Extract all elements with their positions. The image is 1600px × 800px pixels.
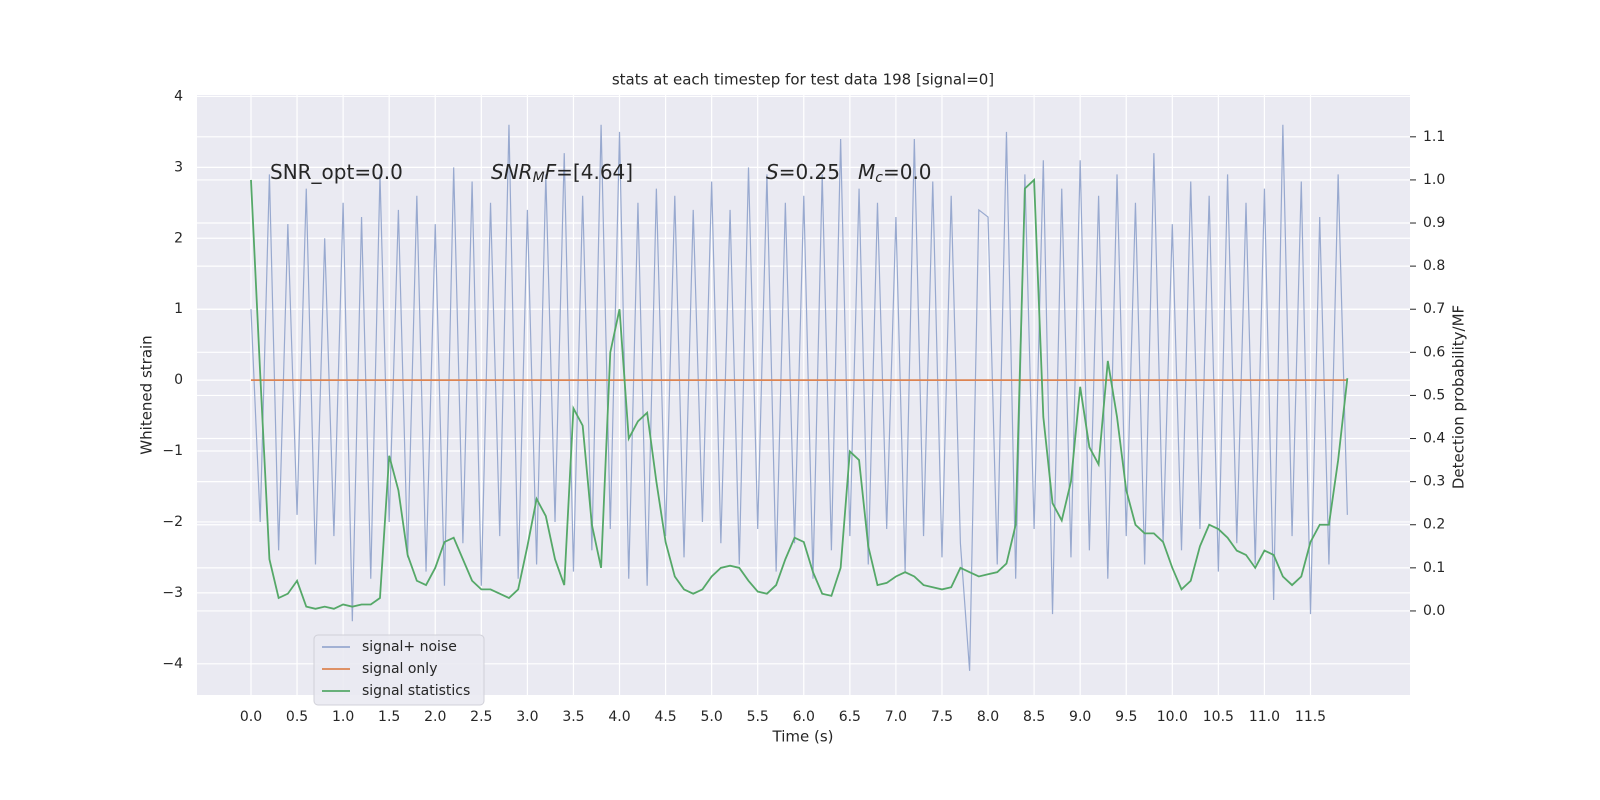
y-tick-label: 0 bbox=[174, 372, 183, 388]
x-tick-label: 8.5 bbox=[1023, 709, 1045, 725]
y2-tick-label: 0.7 bbox=[1423, 301, 1445, 317]
y-tick-label: 2 bbox=[174, 230, 183, 246]
annotation-part: SNR bbox=[491, 160, 533, 184]
x-tick-label: 0.0 bbox=[240, 709, 262, 725]
legend-box bbox=[313, 634, 485, 706]
annotation-part: =0.0 bbox=[883, 160, 932, 184]
y2-tick-label: 0.2 bbox=[1423, 517, 1445, 533]
labels: 0.0 0.5 1.0 1.5 2.0 2.5 3.0 3.5 4.0 4.5 5.0 5.5 6.0 6… bbox=[162, 88, 1445, 725]
annotation-part: =[4.64] bbox=[556, 160, 633, 184]
y-axis-label: Whitened strain bbox=[138, 335, 156, 454]
x-tick-label: 2.0 bbox=[424, 709, 446, 725]
annotation-part: SNR_opt=0.0 bbox=[270, 160, 403, 184]
y2-tick-label: 1.1 bbox=[1423, 129, 1445, 145]
x-tick-label: 9.0 bbox=[1069, 709, 1091, 725]
series-line bbox=[250, 124, 1348, 671]
x-tick-label: 4.5 bbox=[654, 709, 676, 725]
y2-tick-label: 0.8 bbox=[1423, 258, 1445, 274]
y2-tick-label: 0.3 bbox=[1423, 474, 1445, 490]
y-tick-label: −3 bbox=[162, 585, 183, 601]
series-line bbox=[250, 177, 1349, 610]
x-tick-label: 3.5 bbox=[562, 709, 584, 725]
x-tick-label: 11.0 bbox=[1249, 709, 1280, 725]
annotation: Mc=0.0 bbox=[858, 160, 932, 187]
x-tick-label: 7.5 bbox=[931, 709, 953, 725]
y2-tick-label: 1.0 bbox=[1423, 172, 1445, 188]
y2-tick-label: 0.6 bbox=[1423, 344, 1445, 360]
marks bbox=[250, 124, 1349, 671]
annotation: S=0.25 bbox=[766, 160, 840, 184]
annotation-part: S bbox=[766, 160, 779, 184]
annotation-part: F bbox=[545, 160, 557, 184]
y-tick-label: −2 bbox=[162, 514, 183, 530]
annotation: SNR_opt=0.0 bbox=[270, 160, 403, 184]
x-tick-label: 7.0 bbox=[885, 709, 907, 725]
x-axis-label: Time (s) bbox=[772, 728, 834, 746]
x-tick-label: 3.0 bbox=[516, 709, 538, 725]
annotation: SNRMF=[4.64] bbox=[491, 160, 633, 187]
legend-label: signal statistics bbox=[362, 683, 470, 699]
x-tick-label: 10.5 bbox=[1203, 709, 1234, 725]
x-tick-label: 0.5 bbox=[286, 709, 308, 725]
chart-title: stats at each timestep for test data 198… bbox=[612, 71, 994, 89]
x-tick-label: 10.0 bbox=[1157, 709, 1188, 725]
y2-axis-label: Detection probability/MF bbox=[1450, 305, 1468, 489]
legend-label: signal+ noise bbox=[362, 639, 457, 655]
annotation-part: M bbox=[533, 170, 545, 186]
y-tick-label: 4 bbox=[174, 88, 183, 104]
y2-tick-label: 0.5 bbox=[1423, 387, 1445, 403]
y-tick-label: 1 bbox=[174, 301, 183, 317]
x-tick-label: 5.5 bbox=[747, 709, 769, 725]
x-tick-label: 1.0 bbox=[332, 709, 354, 725]
x-tick-label: 2.5 bbox=[470, 709, 492, 725]
x-tick-label: 4.0 bbox=[608, 709, 630, 725]
grid bbox=[197, 95, 1410, 695]
y-tick-label: −1 bbox=[162, 443, 183, 459]
legend-label: signal only bbox=[362, 661, 437, 677]
annotation-part: c bbox=[875, 170, 883, 186]
y2-tick-label: 0.0 bbox=[1423, 603, 1445, 619]
x-tick-label: 5.0 bbox=[701, 709, 723, 725]
y2-tick-label: 0.4 bbox=[1423, 431, 1445, 447]
x-tick-label: 11.5 bbox=[1295, 709, 1326, 725]
x-tick-label: 9.5 bbox=[1115, 709, 1137, 725]
annotation-part: M bbox=[858, 160, 875, 184]
y-tick-label: −4 bbox=[162, 656, 183, 672]
y2-tick-label: 0.1 bbox=[1423, 560, 1445, 576]
x-tick-label: 6.5 bbox=[839, 709, 861, 725]
y-tick-label: 3 bbox=[174, 159, 183, 175]
x-tick-label: 1.5 bbox=[378, 709, 400, 725]
annotation-part: =0.25 bbox=[779, 160, 840, 184]
x-tick-label: 8.0 bbox=[977, 709, 999, 725]
x-tick-label: 6.0 bbox=[793, 709, 815, 725]
y2-tick-label: 0.9 bbox=[1423, 215, 1445, 231]
